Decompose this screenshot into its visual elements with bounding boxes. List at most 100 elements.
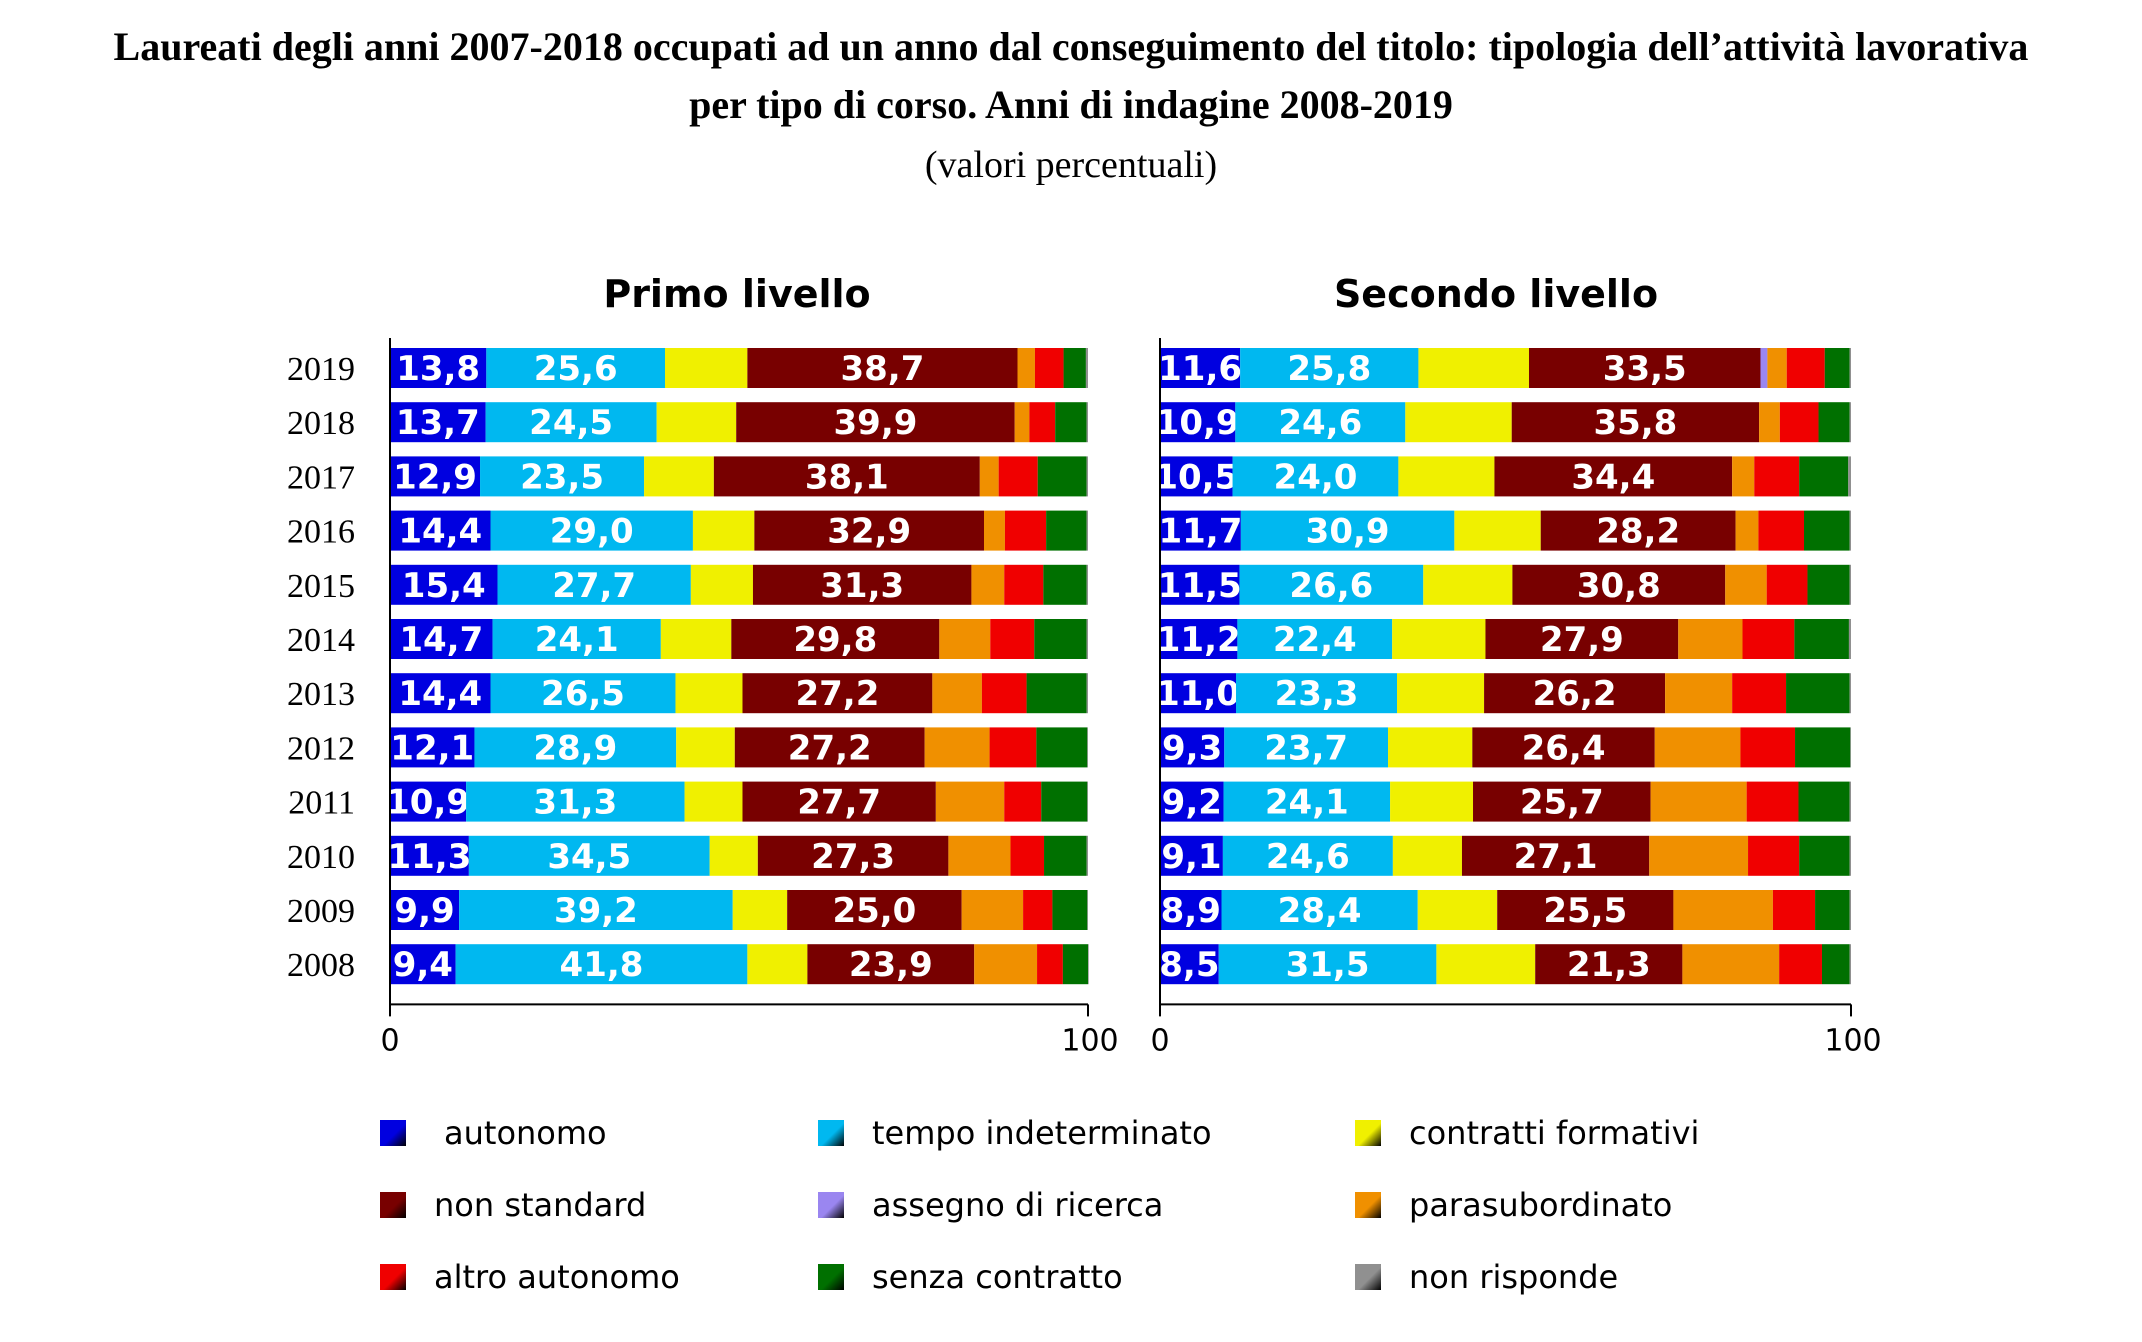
bar-segment bbox=[1029, 402, 1056, 443]
bar-segment bbox=[1754, 456, 1800, 497]
bar-segment bbox=[1223, 781, 1391, 822]
data-label: 23,5 bbox=[520, 457, 604, 497]
bar-segment bbox=[1026, 673, 1087, 714]
data-label: 28,9 bbox=[533, 728, 617, 768]
bar-segment bbox=[1497, 890, 1674, 930]
bar-segment bbox=[1160, 673, 1237, 714]
bar-segment bbox=[1088, 944, 1089, 985]
bar-segment bbox=[1540, 510, 1736, 551]
bar-segment bbox=[1044, 835, 1087, 876]
bar-segment bbox=[924, 727, 990, 768]
data-label: 28,4 bbox=[1278, 891, 1362, 931]
bar-segment bbox=[497, 564, 691, 605]
bar-segment bbox=[1240, 348, 1419, 388]
bar-segment bbox=[1767, 348, 1787, 388]
panel-2: Secondo livello 11,6 25,8 33,5 10,9 24,6 35,8 1… bbox=[1150, 272, 1881, 1058]
bar-segment bbox=[1423, 564, 1513, 605]
bar-segment bbox=[1849, 673, 1851, 714]
bar-segment bbox=[1398, 456, 1495, 497]
bar-segment bbox=[1848, 456, 1851, 497]
bar-segment bbox=[1759, 402, 1780, 443]
chart-title: Laureati degli anni 2007-2018 occupati a… bbox=[0, 18, 2142, 134]
bar-segment bbox=[1454, 510, 1541, 551]
bar-segment bbox=[1650, 781, 1747, 822]
bar-segment bbox=[1766, 564, 1808, 605]
data-label: 11,6 bbox=[1158, 349, 1242, 389]
bar-segment bbox=[961, 890, 1024, 930]
data-label: 9,4 bbox=[393, 945, 453, 985]
chart-title-line1: Laureati degli anni 2007-2018 occupati a… bbox=[113, 24, 2029, 69]
bar-segment bbox=[1037, 456, 1087, 497]
bar-segment bbox=[998, 456, 1038, 497]
bar-segment bbox=[1017, 348, 1035, 388]
bar-segment bbox=[1052, 890, 1088, 930]
bar-segment bbox=[1760, 348, 1768, 388]
data-label: 31,5 bbox=[1286, 945, 1370, 985]
bar-segment bbox=[1041, 781, 1088, 822]
bar-segment bbox=[732, 890, 788, 930]
bar-segment bbox=[939, 619, 991, 659]
data-label: 30,8 bbox=[1577, 566, 1661, 606]
bar-segment bbox=[1735, 510, 1759, 551]
data-label: 27,3 bbox=[811, 837, 895, 877]
bar-segment bbox=[1034, 619, 1087, 659]
bar-segment bbox=[390, 456, 481, 497]
bar-segment bbox=[1063, 348, 1086, 388]
bar-segment bbox=[1654, 727, 1741, 768]
bar-segment bbox=[1818, 402, 1850, 443]
bar-segment bbox=[390, 944, 456, 985]
data-label: 28,2 bbox=[1596, 512, 1680, 552]
chart-subtitle: (valori percentuali) bbox=[924, 144, 1218, 186]
bar-segment bbox=[1779, 402, 1819, 443]
bar-segment bbox=[1405, 402, 1512, 443]
bar-segment bbox=[1682, 944, 1780, 985]
bar-segment bbox=[644, 456, 714, 497]
bar-segment bbox=[1511, 402, 1760, 443]
data-label: 27,2 bbox=[795, 674, 879, 714]
x-tick-label: 100 bbox=[1824, 1023, 1881, 1058]
bar-segment bbox=[1795, 727, 1851, 768]
bar-segment bbox=[1160, 564, 1240, 605]
data-label: 35,8 bbox=[1593, 403, 1677, 443]
bar-segment bbox=[1037, 944, 1063, 985]
bar-segment bbox=[1779, 944, 1822, 985]
data-label: 9,3 bbox=[1162, 728, 1222, 768]
bar-segment bbox=[1160, 456, 1233, 497]
data-label: 25,8 bbox=[1287, 349, 1371, 389]
bar-segment bbox=[492, 619, 661, 659]
bar-segment bbox=[390, 402, 486, 443]
bar-segment bbox=[1388, 727, 1473, 768]
bar-segment bbox=[1160, 890, 1222, 930]
bar-segment bbox=[480, 456, 645, 497]
bar-segment bbox=[390, 564, 498, 605]
bar-segment bbox=[468, 835, 710, 876]
category-label: 2010 bbox=[287, 839, 355, 876]
bar-segment bbox=[742, 781, 936, 822]
bar-segment bbox=[731, 619, 940, 659]
data-label: 23,9 bbox=[849, 945, 933, 985]
data-label: 24,6 bbox=[1278, 403, 1362, 443]
bar-segment bbox=[1758, 510, 1805, 551]
bar-segment bbox=[742, 673, 933, 714]
data-label: 11,0 bbox=[1156, 674, 1240, 714]
category-label: 2017 bbox=[287, 459, 355, 496]
data-label: 30,9 bbox=[1306, 512, 1390, 552]
bar-segment bbox=[1794, 619, 1849, 659]
bar-segment bbox=[1742, 619, 1795, 659]
category-label: 2015 bbox=[287, 568, 355, 605]
bar-segment bbox=[757, 835, 949, 876]
bar-segment bbox=[1239, 564, 1424, 605]
bar-segment bbox=[1004, 510, 1047, 551]
bar-segment bbox=[1240, 510, 1455, 551]
bar-segment bbox=[692, 510, 755, 551]
bar-segment bbox=[1849, 348, 1851, 388]
bar-segment bbox=[390, 781, 467, 822]
data-label: 27,1 bbox=[1514, 837, 1598, 877]
bar-segment bbox=[1821, 944, 1850, 985]
data-label: 8,9 bbox=[1161, 891, 1221, 931]
data-label: 27,7 bbox=[797, 783, 881, 823]
bar-segment bbox=[665, 348, 748, 388]
bar-segment bbox=[1815, 890, 1850, 930]
data-label: 10,5 bbox=[1154, 457, 1238, 497]
bar-segment bbox=[1417, 890, 1498, 930]
